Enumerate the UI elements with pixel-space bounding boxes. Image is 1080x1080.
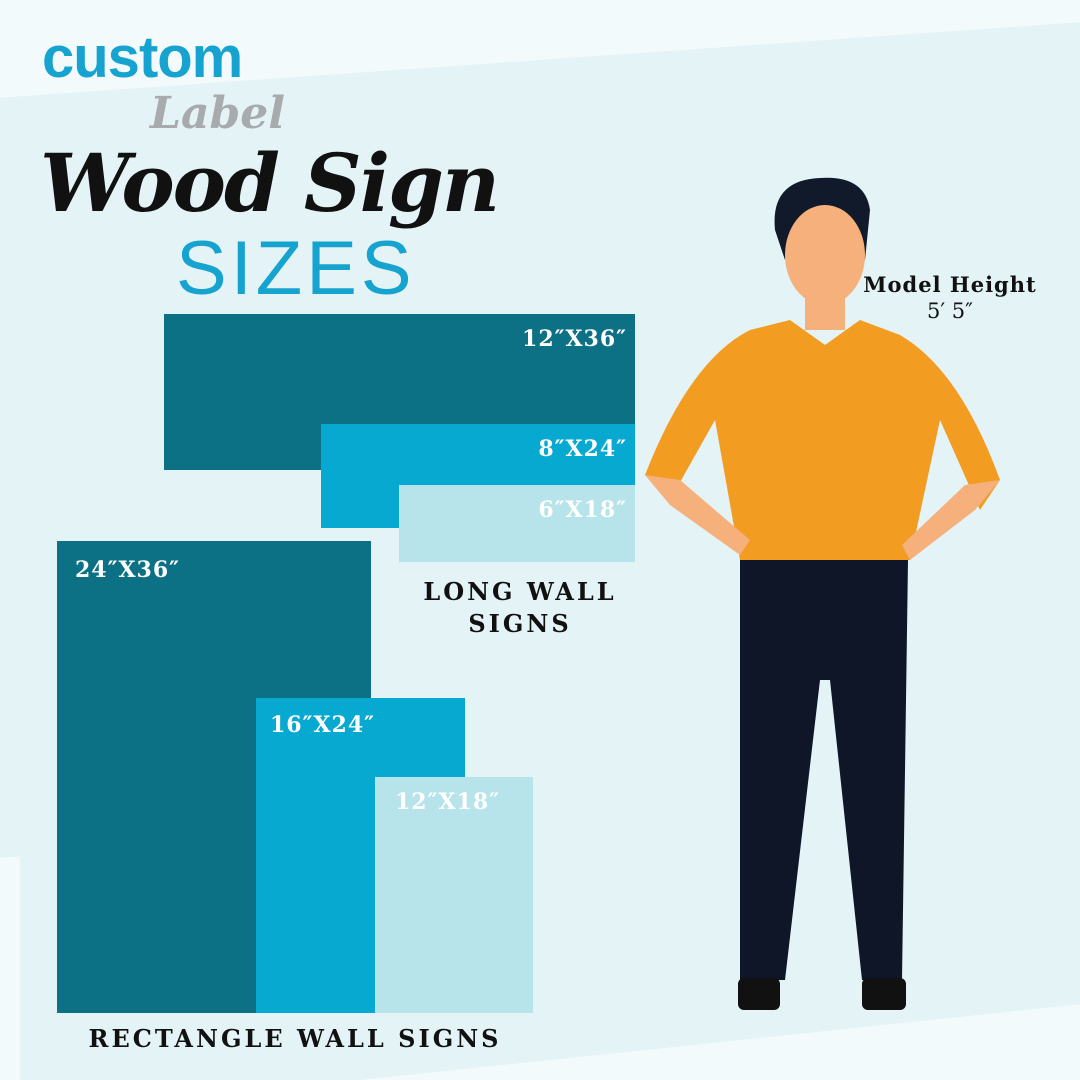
logo-sub: Label bbox=[150, 88, 285, 139]
shirt bbox=[645, 320, 1000, 560]
model-height-value: 5′ 5″ bbox=[926, 299, 973, 323]
size-label: 24″X36″ bbox=[75, 557, 180, 583]
right-shoe bbox=[862, 978, 906, 1010]
model-figure bbox=[645, 177, 1000, 1010]
size-label: 12″X18″ bbox=[395, 789, 500, 815]
left-shoe bbox=[738, 978, 780, 1010]
size-label: 6″X18″ bbox=[538, 497, 627, 523]
left-arm bbox=[645, 475, 750, 555]
logo-brand: custom bbox=[42, 25, 243, 90]
size-label: 12″X36″ bbox=[522, 326, 627, 352]
head bbox=[785, 205, 865, 305]
model-height-label: Model Height bbox=[863, 272, 1037, 297]
long-wall-label-line2: SIGNS bbox=[468, 609, 572, 638]
size-label: 8″X24″ bbox=[538, 436, 627, 462]
page-title: Wood Sign bbox=[40, 136, 500, 230]
rectangle-wall-label: RECTANGLE WALL SIGNS bbox=[88, 1024, 502, 1053]
size-label: 16″X24″ bbox=[270, 712, 375, 738]
right-arm bbox=[902, 480, 1000, 560]
pants bbox=[740, 560, 908, 980]
neck bbox=[805, 290, 845, 330]
model-height: Model Height 5′ 5″ bbox=[850, 272, 1050, 324]
long-wall-label: LONG WALL SIGNS bbox=[400, 576, 640, 640]
long-wall-label-line1: LONG WALL bbox=[423, 577, 617, 606]
size-12x18: 12″X18″ bbox=[375, 777, 533, 1013]
page-subtitle: SIZES bbox=[176, 226, 416, 311]
size-6x18: 6″X18″ bbox=[399, 485, 635, 562]
